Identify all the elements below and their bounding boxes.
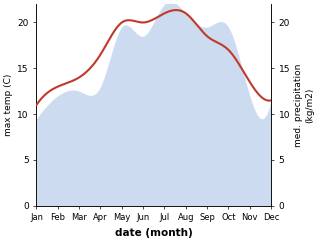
Y-axis label: med. precipitation
(kg/m2): med. precipitation (kg/m2) <box>294 63 314 147</box>
X-axis label: date (month): date (month) <box>115 228 193 238</box>
Y-axis label: max temp (C): max temp (C) <box>4 74 13 136</box>
